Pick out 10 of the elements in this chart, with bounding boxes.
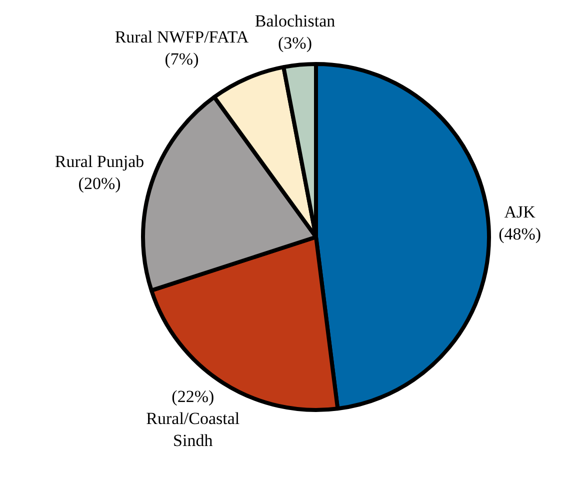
data-label: (20%) xyxy=(78,174,121,194)
data-label: (22%) xyxy=(172,386,214,406)
slice-label: Balochistan xyxy=(254,11,336,30)
slice-label: AJK xyxy=(504,202,536,222)
slice-label: Rural Punjab xyxy=(54,152,144,172)
data-label: (3%) xyxy=(278,33,312,52)
slice-label: Rural/Coastal Sindh xyxy=(146,408,240,450)
slice-label: Rural NWFP/FATA xyxy=(114,27,250,46)
data-label: (48%) xyxy=(498,224,542,244)
data-label: (7%) xyxy=(164,49,199,68)
